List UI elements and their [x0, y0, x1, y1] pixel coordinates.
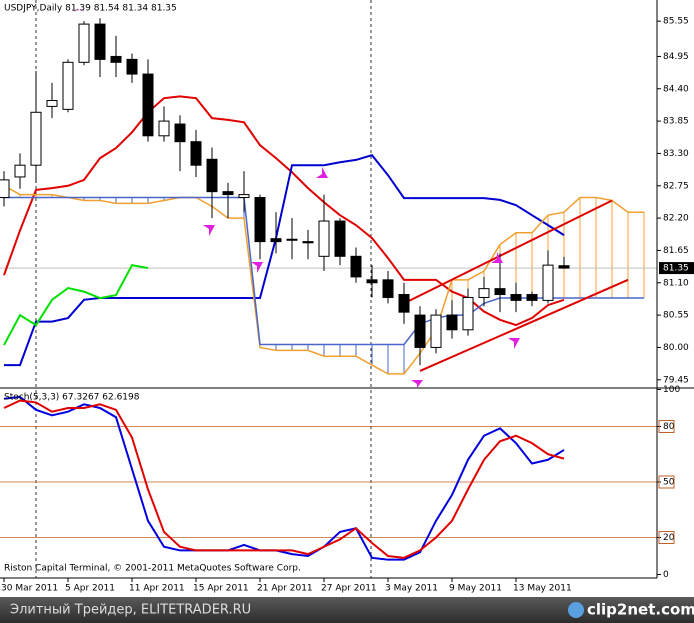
- candle-body: [270, 238, 282, 243]
- watermark-caption: Элитный Трейдер, ELITETRADER.RU: [10, 603, 251, 618]
- candle-body: [238, 194, 250, 199]
- indicator-line: [4, 154, 565, 367]
- candle-body: [110, 55, 122, 63]
- candle-body: [366, 279, 378, 284]
- logo-icon: [568, 602, 584, 618]
- candle-body: [462, 296, 474, 331]
- indicator-title: Stoch(5,3,3) 67.3267 62.6198: [4, 393, 140, 403]
- fractal-up: [73, 9, 85, 12]
- y-tick-label: 20: [663, 533, 675, 543]
- fractal-down: [251, 262, 263, 273]
- candle-body: [302, 241, 314, 244]
- y-tick-label: 84.40: [663, 84, 689, 94]
- x-tick-label: 15 Apr 2011: [193, 584, 249, 594]
- candle-body: [510, 294, 522, 301]
- y-tick-label: 82.75: [663, 181, 689, 191]
- candle-body: [0, 179, 10, 199]
- x-tick-label: 11 Apr 2011: [129, 584, 185, 594]
- candle-body: [14, 164, 26, 178]
- candle-body: [414, 314, 426, 348]
- fractal-up: [316, 167, 328, 178]
- candle-body: [286, 238, 298, 241]
- candle-body: [478, 288, 490, 298]
- y-tick-label: 83.30: [663, 149, 689, 159]
- candle-body: [318, 220, 330, 257]
- candle-body: [542, 264, 554, 301]
- y-tick-label: 80.55: [663, 311, 689, 321]
- x-tick-label: 3 May 2011: [385, 584, 438, 594]
- y-tick-label: 84.95: [663, 52, 689, 62]
- candle-body: [158, 120, 170, 137]
- y-tick-label: 81.10: [663, 278, 689, 288]
- x-tick-label: 13 May 2011: [513, 584, 572, 594]
- candle-body: [558, 265, 570, 269]
- x-tick-label: 21 Apr 2011: [257, 584, 313, 594]
- candle-body: [78, 23, 90, 63]
- candle-body: [526, 294, 538, 301]
- stoch-line: [3, 399, 565, 559]
- fractal-down: [411, 380, 423, 388]
- y-tick-label: 80.00: [663, 343, 689, 353]
- candle-body: [334, 220, 346, 257]
- level-box: [658, 530, 675, 544]
- fractals: [73, 9, 520, 388]
- candle-body: [446, 314, 458, 331]
- x-tick-label: 30 Mar 2011: [1, 584, 58, 594]
- level-box: [658, 419, 675, 433]
- stoch-line: [3, 395, 565, 561]
- candle-body: [126, 58, 138, 75]
- candle-body: [398, 294, 410, 313]
- fractal-down: [508, 338, 520, 349]
- chart-title: USDJPY,Daily 81.39 81.54 81.34 81.35: [4, 4, 177, 14]
- candle-body: [494, 288, 506, 296]
- y-tick-label: 100: [663, 385, 680, 395]
- candle-body: [46, 100, 58, 107]
- copyright: Riston Capital Terminal, © 2001-2011 Met…: [4, 564, 301, 574]
- y-tick-label: 80: [663, 422, 675, 432]
- candle-body: [190, 141, 202, 166]
- y-tick-label: 83.85: [663, 117, 689, 127]
- candle-body: [30, 111, 42, 166]
- candle-body: [350, 255, 362, 278]
- watermark-logo: clip2net.com: [587, 601, 694, 619]
- candle-body: [382, 279, 394, 298]
- indicator-line: [3, 264, 149, 346]
- trendline: [403, 199, 613, 305]
- x-tick-label: 9 May 2011: [449, 584, 502, 594]
- fractal-down: [203, 225, 215, 236]
- last-price-box: [659, 262, 694, 275]
- candle-body: [62, 61, 74, 110]
- candle-body: [430, 314, 442, 348]
- last-price-label: 81.35: [663, 264, 689, 274]
- indicator-line: [3, 185, 644, 375]
- candle-body: [94, 23, 106, 60]
- candle-body: [142, 73, 154, 137]
- x-tick-label: 27 Apr 2011: [321, 584, 377, 594]
- candle-body: [174, 123, 186, 143]
- candle-body: [206, 158, 218, 193]
- y-tick-label: 50: [663, 477, 675, 487]
- y-tick-label: 81.65: [663, 246, 689, 256]
- fractal-up: [491, 252, 503, 263]
- y-tick-label: 0: [663, 570, 669, 580]
- y-tick-label: 79.45: [663, 375, 689, 385]
- candle-body: [254, 197, 266, 243]
- trendline: [419, 278, 629, 372]
- y-tick-label: 82.20: [663, 214, 689, 224]
- candle-body: [222, 191, 234, 196]
- plot-layer: 85.55 84.95 84.40 83.85 83.30 82.75 82.20 81.65…: [0, 17, 694, 594]
- level-box: [658, 475, 675, 489]
- y-tick-label: 85.55: [663, 17, 689, 27]
- x-tick-label: 5 Apr 2011: [65, 584, 115, 594]
